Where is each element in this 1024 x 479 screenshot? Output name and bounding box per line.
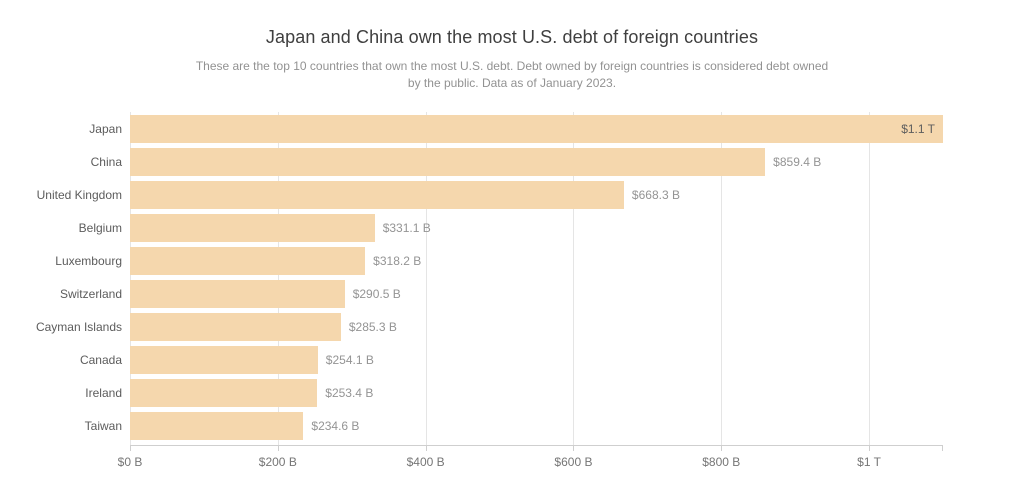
bar-row: United Kingdom $668.3 B — [0, 178, 943, 211]
bar[interactable] — [130, 312, 341, 341]
category-label: Luxembourg — [55, 253, 122, 268]
bar-row: Cayman Islands $285.3 B — [0, 310, 943, 343]
x-axis-tick — [721, 446, 723, 451]
category-label: Japan — [89, 121, 122, 136]
grid-line — [869, 112, 871, 445]
bar-track: $290.5 B — [130, 279, 943, 308]
bar[interactable] — [130, 180, 624, 209]
x-axis-tick-label: $200 B — [258, 455, 297, 469]
bar[interactable] — [130, 246, 366, 275]
category-label: United Kingdom — [36, 187, 122, 202]
x-axis-tick — [869, 446, 871, 451]
bar-track: $859.4 B — [130, 147, 943, 176]
x-axis-tick — [425, 446, 427, 451]
value-label: $1.1 T — [901, 121, 935, 136]
bar-track: $285.3 B — [130, 312, 943, 341]
x-axis: $0 B $200 B $400 B $600 B $800 B $1 T — [118, 445, 943, 479]
category-label: Canada — [79, 352, 122, 367]
bar-row: Belgium $331.1 B — [0, 211, 943, 244]
x-axis-tick — [130, 446, 131, 451]
x-axis-tick — [277, 446, 279, 451]
value-label: $285.3 B — [348, 319, 397, 334]
x-axis-tick-label: $0 B — [117, 455, 143, 469]
grid-line — [425, 112, 427, 445]
value-label: $254.1 B — [325, 352, 374, 367]
bar-row: Ireland $253.4 B — [0, 376, 943, 409]
bar[interactable] — [130, 147, 766, 176]
bar[interactable] — [130, 279, 345, 308]
value-label: $318.2 B — [373, 253, 422, 268]
category-label: Ireland — [85, 385, 122, 400]
category-label: Switzerland — [59, 286, 122, 301]
page-subtitle: These are the top 10 countries that own … — [195, 59, 829, 90]
bar-track: $331.1 B — [130, 213, 943, 242]
x-axis-tick-label: $800 B — [702, 455, 741, 469]
bar[interactable] — [130, 114, 943, 143]
bar[interactable] — [130, 345, 318, 374]
bar-row: Taiwan $234.6 B — [0, 409, 943, 442]
x-axis-tick — [573, 446, 575, 451]
category-label: Belgium — [78, 220, 122, 235]
x-axis-tick-label: $600 B — [554, 455, 593, 469]
bar[interactable] — [130, 378, 318, 407]
category-label: China — [90, 154, 122, 169]
grid-line — [573, 112, 575, 445]
value-label: $668.3 B — [631, 187, 680, 202]
grid-line — [130, 112, 131, 445]
bar-row: Japan $1.1 T — [0, 112, 943, 145]
bar-track: $254.1 B — [130, 345, 943, 374]
bar-track: $253.4 B — [130, 378, 943, 407]
value-label: $234.6 B — [311, 418, 360, 433]
bar-track: $1.1 T — [130, 114, 943, 143]
value-label: $331.1 B — [382, 220, 431, 235]
bar-chart: Japan $1.1 T China $859.4 B United Kingdom $6… — [0, 112, 1024, 479]
x-axis-tick-label: $1 T — [857, 455, 881, 469]
page-title: Japan and China own the most U.S. debt o… — [265, 27, 759, 47]
value-label: $290.5 B — [352, 286, 401, 301]
value-label: $253.4 B — [325, 385, 374, 400]
bar-row: Switzerland $290.5 B — [0, 277, 943, 310]
grid-line — [721, 112, 723, 445]
grid-line — [277, 112, 279, 445]
bar-row: Luxembourg $318.2 B — [0, 244, 943, 277]
grid-lines — [130, 112, 943, 445]
bar-track: $668.3 B — [130, 180, 943, 209]
bar-row: China $859.4 B — [0, 145, 943, 178]
bar-row: Canada $254.1 B — [0, 343, 943, 376]
value-label: $859.4 B — [773, 154, 822, 169]
x-axis-end-tick — [942, 446, 943, 451]
x-axis-tick-label: $400 B — [406, 455, 445, 469]
bar-rows: Japan $1.1 T China $859.4 B United Kingdom $6… — [0, 112, 943, 442]
bar[interactable] — [130, 411, 304, 440]
category-label: Taiwan — [84, 418, 122, 433]
category-label: Cayman Islands — [35, 319, 122, 334]
bar-track: $318.2 B — [130, 246, 943, 275]
bar-track: $234.6 B — [130, 411, 943, 440]
bar[interactable] — [130, 213, 375, 242]
